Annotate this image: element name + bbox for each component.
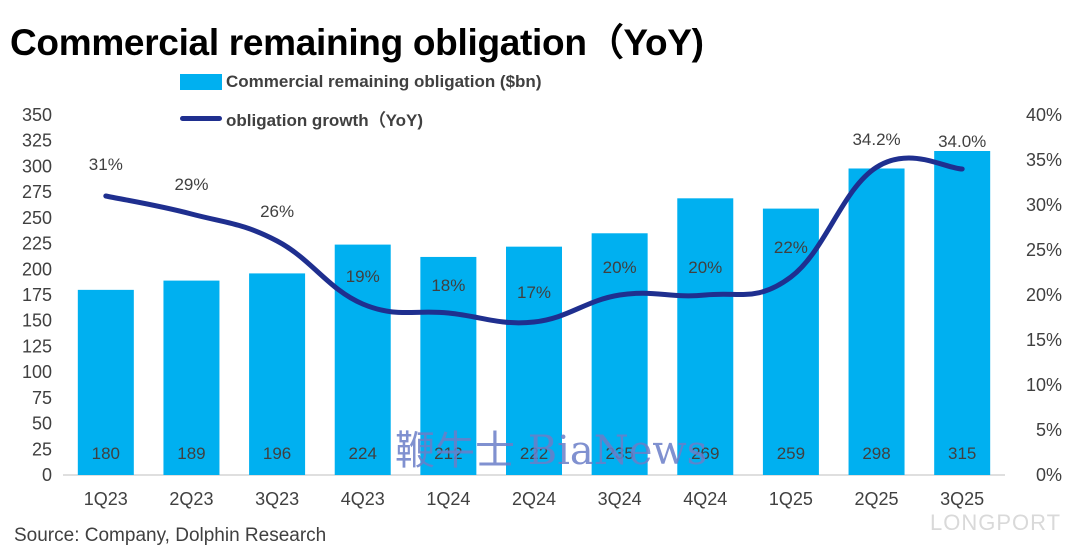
bar [762,208,819,475]
line-value-label: 34.0% [938,132,986,151]
legend-line-swatch [180,116,222,121]
y-left-tick-label: 125 [22,336,52,356]
line-value-label: 20% [603,258,637,277]
x-tick-label: 2Q23 [169,489,213,509]
x-tick-label: 4Q24 [683,489,727,509]
bar-value-label: 269 [691,444,719,463]
source-note: Source: Company, Dolphin Research [14,525,327,546]
x-tick-label: 1Q23 [84,489,128,509]
y-left-tick-label: 225 [22,234,52,254]
legend-item-bars: Commercial remaining obligation ($bn) [180,72,541,92]
y-right-tick-label: 5% [1036,420,1062,440]
y-right-tick-label: 30% [1026,195,1062,215]
bar-value-label: 315 [948,444,976,463]
bar [334,244,391,475]
y-left-tick-label: 25 [32,439,52,459]
y-left-tick-label: 150 [22,311,52,331]
bar-value-label: 189 [177,444,205,463]
watermark-longport: LONGPORT [930,510,1062,535]
bar [677,198,734,476]
y-right-tick-label: 25% [1026,240,1062,260]
y-right-tick-label: 15% [1026,330,1062,350]
y-left-tick-label: 100 [22,362,52,382]
bar [506,246,562,475]
legend-label-bars: Commercial remaining obligation ($bn) [226,72,542,91]
y-left-tick-label: 250 [22,208,52,228]
bar [934,151,991,475]
x-tick-label: 2Q24 [512,489,556,509]
line-value-label: 26% [260,202,294,221]
bar [163,280,220,475]
y-left-tick-label: 350 [22,105,52,125]
chart-title: Commercial remaining obligation（YoY) [10,22,704,63]
y-right-tick-label: 10% [1026,375,1062,395]
x-tick-label: 3Q24 [598,489,642,509]
line-value-label: 20% [688,258,722,277]
y-right-tick-label: 40% [1026,105,1062,125]
y-left-tick-label: 300 [22,156,52,176]
y-left-tick-label: 175 [22,285,52,305]
x-tick-label: 1Q24 [426,489,470,509]
y-left-tick-label: 75 [32,388,52,408]
x-tick-label: 2Q25 [855,489,899,509]
y-left-tick-label: 0 [42,465,52,485]
watermark-bianews: 鞭牛士 BiaNews [395,428,708,474]
line-value-label: 22% [774,238,808,257]
line-value-label: 29% [174,175,208,194]
bar-value-label: 259 [777,444,805,463]
legend-item-line: obligation growth（YoY) [180,106,423,131]
y-left-tick-label: 200 [22,259,52,279]
line-value-label: 19% [346,267,380,286]
y-left-tick-label: 275 [22,182,52,202]
x-tick-label: 1Q25 [769,489,813,509]
y-right-tick-label: 0% [1036,465,1062,485]
y-right-tick-label: 35% [1026,150,1062,170]
legend-label-line: obligation growth（YoY) [226,111,424,130]
bar-value-label: 224 [349,444,377,463]
bar-value-label: 196 [263,444,291,463]
y-left-tick-label: 50 [32,414,52,434]
x-tick-label: 3Q23 [255,489,299,509]
bar-value-label: 235 [605,444,633,463]
bar-value-label: 298 [862,444,890,463]
line-value-label: 17% [517,283,551,302]
bar [591,233,648,475]
bar-value-label: 222 [520,444,548,463]
x-tick-label: 4Q23 [341,489,385,509]
bar-value-label: 180 [92,444,120,463]
line-value-label: 18% [431,276,465,295]
bar [77,289,134,475]
line-value-label: 34.2% [852,130,900,149]
bar [249,273,306,475]
x-tick-label: 3Q25 [940,489,984,509]
bar-value-label: 212 [434,444,462,463]
growth-line [103,155,965,326]
bar [848,168,905,475]
line-value-label: 31% [89,155,123,174]
y-left-tick-label: 325 [22,131,52,151]
y-right-tick-label: 20% [1026,285,1062,305]
bar [420,256,477,475]
legend-bar-swatch [180,74,222,90]
